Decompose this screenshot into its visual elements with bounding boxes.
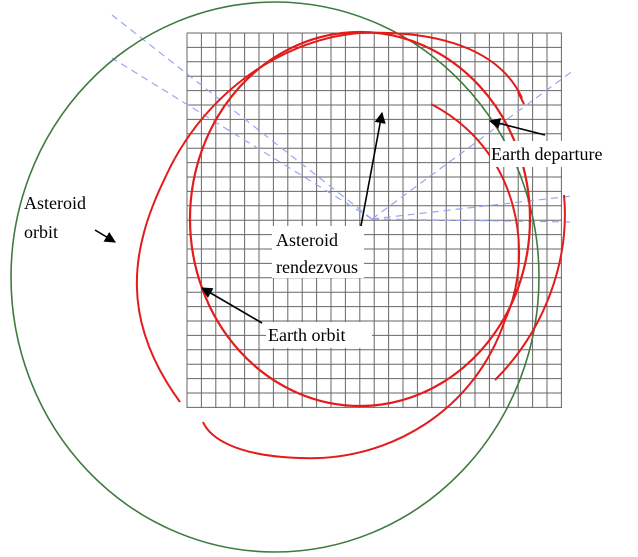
sight-line-upper-left-1 [111,14,373,220]
departure-mark [517,91,525,105]
sight-lines [111,14,575,223]
earth-departure-arrow [488,118,546,136]
asteroid-orbit-label-line2: orbit [24,222,58,242]
annotation-arrows [94,111,546,324]
asteroid-rendezvous-label-line1: Asteroid [276,230,338,250]
sight-line-right-2 [371,218,571,223]
asteroid-orbit-label-line1: Asteroid [24,193,86,213]
sight-line-right-1 [371,195,573,220]
asteroid-rendezvous-label-line2: rendezvous [276,257,358,277]
earth-orbit-label: Earth orbit [268,325,345,345]
sight-line-upper-left-2 [111,57,373,220]
earth-orbit-arrow [201,287,263,324]
earth-departure-label: Earth departure [491,144,602,164]
rendezvous-arrow [357,111,386,243]
label-bg [490,141,636,167]
asteroid-orbit-arrow [94,229,116,243]
transfer-trajectory [135,31,566,460]
sight-line-upper-right [371,69,575,220]
asteroid-orbit-path [10,1,540,553]
label-bg [272,226,364,278]
label-bg [266,322,372,348]
